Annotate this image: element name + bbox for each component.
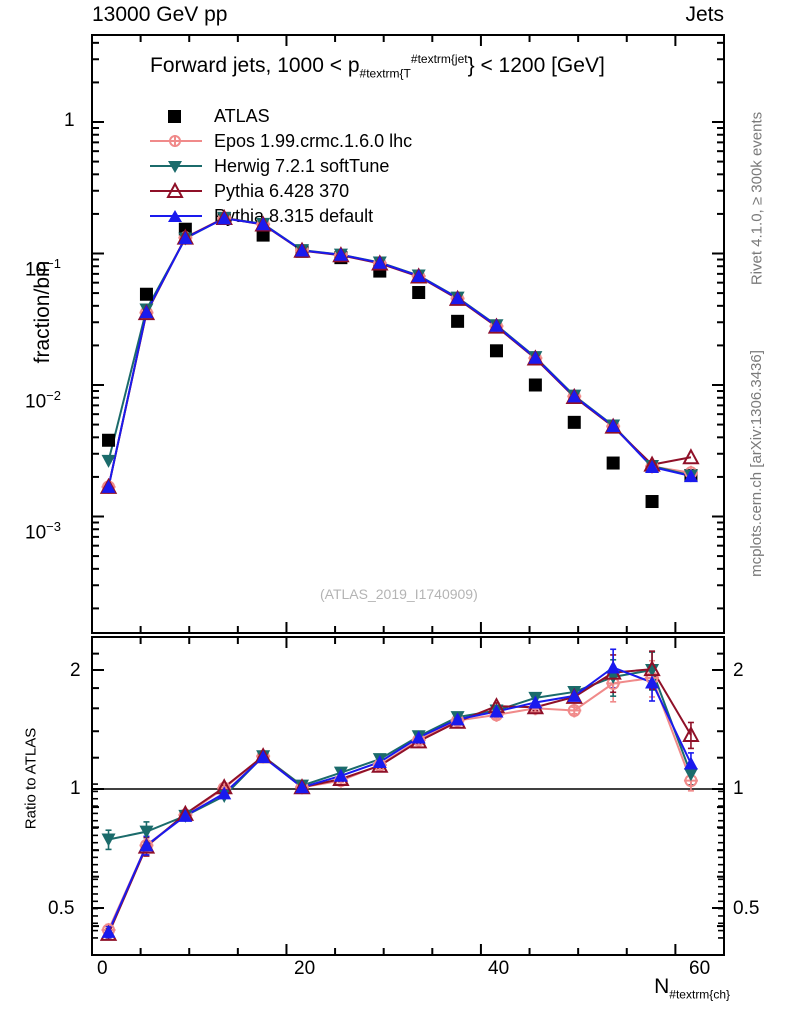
ratio-y-tick-label-right-2: 2 [733, 660, 744, 681]
legend-entry-herwig: Herwig 7.2.1 softTune [150, 153, 412, 178]
legend-key-herwig [150, 156, 202, 176]
legend-label-pythia8: Pythia 8.315 default [214, 205, 374, 226]
legend-key-epos [150, 131, 202, 151]
legend-label-pythia6: Pythia 6.428 370 [214, 180, 350, 201]
x-tick-label-60: 60 [689, 958, 711, 979]
plot-title-sub-t: #textrm{T [359, 66, 411, 81]
plot-title-part-a: Forward jets, 1000 < p [150, 54, 360, 77]
ratio-y-tick-label-1: 1 [70, 778, 81, 799]
analysis-id-watermark: (ATLAS_2019_I1740909) [320, 586, 478, 602]
x-tick-label-20: 20 [294, 958, 316, 979]
ratio-y-tick-label-right-05: 0.5 [733, 898, 760, 919]
legend-key-pythia8 [150, 206, 202, 226]
x-tick-label-40: 40 [488, 958, 510, 979]
legend-label-herwig: Herwig 7.2.1 softTune [214, 155, 390, 176]
legend-entry-atlas: ATLAS [150, 103, 412, 128]
ratio-y-tick-label-05: 0.5 [48, 898, 75, 919]
x-axis-label: N#textrm{ch} [654, 975, 730, 1001]
legend-entry-pythia8: Pythia 8.315 default [150, 203, 412, 228]
legend-entry-pythia6: Pythia 6.428 370 [150, 178, 412, 203]
legend-entry-epos: Epos 1.99.crmc.1.6.0 lhc [150, 128, 412, 153]
plot-title-sup-jet: #textrm{jet [410, 52, 468, 66]
legend-key-atlas [150, 106, 202, 126]
legend-label-epos: Epos 1.99.crmc.1.6.0 lhc [214, 130, 413, 151]
y-tick-label-1e-2: 10−2 [25, 388, 61, 413]
plot-title-close-2: } [467, 54, 475, 77]
y-tick-label-1e-1: 10−1 [25, 256, 61, 281]
x-axis-label-base: N [654, 975, 670, 998]
plot-title-part-b: < 1200 [GeV] [474, 54, 605, 77]
ratio-y-tick-label-2: 2 [70, 660, 81, 681]
legend-key-pythia6 [150, 181, 202, 201]
x-tick-label-0: 0 [97, 958, 108, 979]
plot-title: Forward jets, 1000 < p#textrm{T#textrm{j… [150, 52, 605, 80]
legend-label-atlas: ATLAS [214, 105, 270, 126]
legend: ATLAS Epos 1.99.crmc.1.6.0 lhc Herwig 7.… [150, 103, 412, 228]
x-axis-label-sub: #textrm{ch} [669, 987, 730, 1002]
header-analysis-category: Jets [685, 3, 724, 26]
y-tick-label-1e-3: 10−3 [25, 519, 61, 544]
y-tick-label-1: 1 [64, 110, 75, 131]
ratio-y-tick-label-right-1: 1 [733, 778, 744, 799]
header-beam-info: 13000 GeV pp [92, 3, 228, 26]
